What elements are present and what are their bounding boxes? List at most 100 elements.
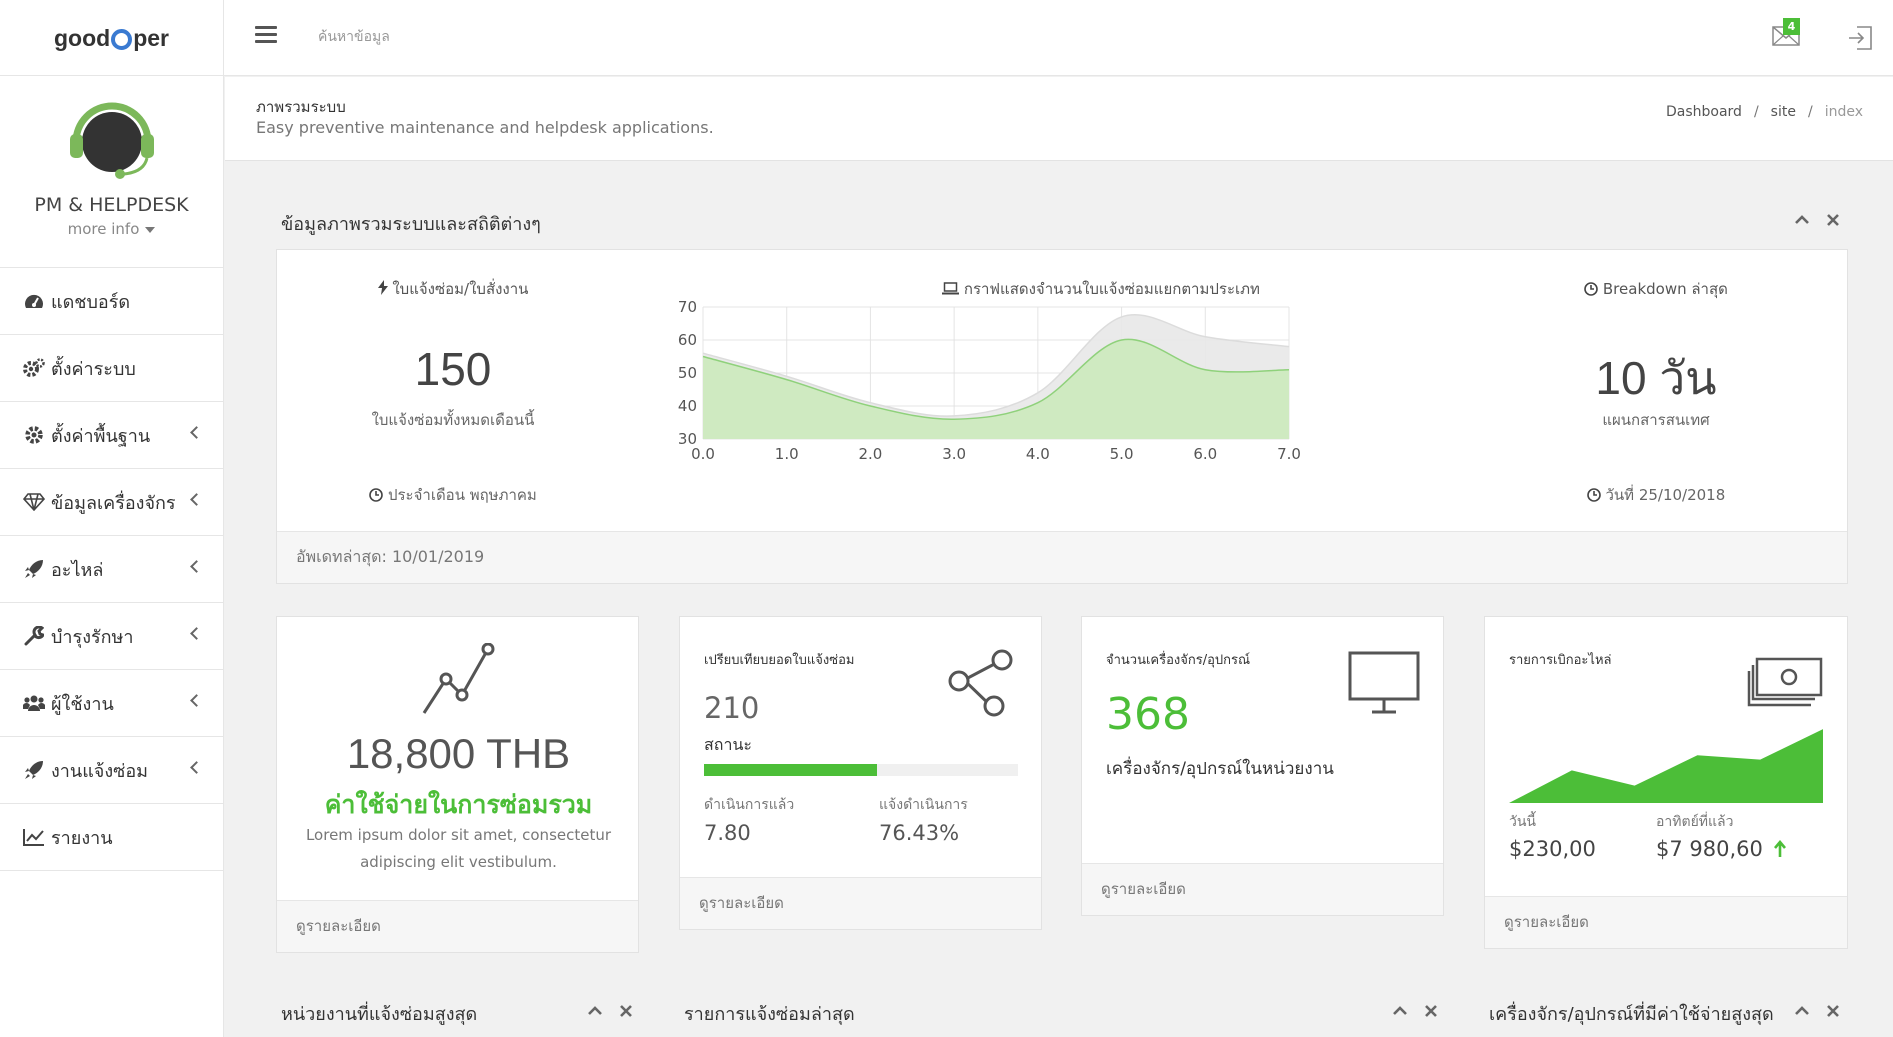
series-line-0	[702, 314, 1290, 417]
work-order-period-text: ประจำเดือน พฤษภาคม	[387, 486, 537, 504]
chevron-left-icon	[190, 493, 203, 506]
compare-value: 210	[704, 691, 760, 725]
gear-icon	[23, 425, 45, 445]
sidebar-item-dashboard[interactable]: แดชบอร์ด	[0, 268, 223, 335]
today-label: วันนี้	[1509, 814, 1537, 830]
breadcrumb-separator: /	[1753, 104, 1759, 120]
collapse-icon[interactable]	[1795, 1004, 1809, 1018]
collapse-icon[interactable]	[1795, 213, 1809, 227]
view-details-link[interactable]: ดูรายละเอียด	[1082, 863, 1443, 915]
sidebar-item-spare-parts[interactable]: อะไหล่	[0, 536, 223, 603]
logout-icon[interactable]	[1846, 24, 1874, 52]
compare-card: เปรียบเทียบยอดใบแจ้งซ่อม 210 สถานะ ดำเนิ…	[679, 616, 1042, 930]
overview-panel: ใบแจ้งซ่อม/ใบสั่งงาน 150 ใบแจ้งซ่อมทั้งห…	[276, 249, 1848, 584]
money-stack-icon	[1747, 657, 1823, 707]
app-logo[interactable]: good per	[54, 25, 169, 52]
close-icon[interactable]	[619, 1004, 633, 1018]
breadcrumb-current: index	[1824, 104, 1863, 120]
diamond-icon	[23, 492, 45, 512]
close-icon[interactable]	[1826, 1004, 1840, 1018]
work-order-label: ใบแจ้งซ่อม/ใบสั่งงาน	[303, 277, 603, 301]
logo-text-right: per	[133, 24, 169, 51]
sidebar-item-label: ตั้งค่าระบบ	[51, 358, 136, 380]
rocket-icon	[23, 559, 45, 579]
chevron-left-icon	[190, 761, 203, 774]
sidebar-item-users[interactable]: ผู้ใช้งาน	[0, 670, 223, 737]
arrow-up-icon	[1773, 839, 1786, 857]
sidebar-item-label: อะไหล่	[51, 559, 104, 581]
repair-type-area-chart: 30 40 50 60 70 0.0 1.0 2.0 3.0 4.0 5.0 6.0 7.0	[678, 298, 1301, 463]
sparkline-area	[1509, 729, 1823, 803]
machines-count: 368	[1106, 689, 1190, 740]
search-input[interactable]	[318, 22, 718, 52]
work-order-period: ประจำเดือน พฤษภาคม	[303, 483, 603, 507]
sidebar-item-label: บำรุงรักษา	[51, 626, 134, 648]
x-tick-label: 4.0	[1026, 445, 1050, 463]
sidebar-item-reports[interactable]: รายงาน	[0, 804, 223, 871]
status-progress-fill	[704, 764, 877, 776]
breakdown-days: 10 วัน	[1595, 352, 1717, 404]
sidebar-item-label: ข้อมูลเครื่องจักร	[51, 492, 176, 514]
monitor-icon	[1348, 651, 1420, 714]
close-icon[interactable]	[1826, 213, 1840, 227]
work-order-label-text: ใบแจ้งซ่อม/ใบสั่งงาน	[392, 280, 529, 298]
view-details-link[interactable]: ดูรายละเอียด	[277, 900, 638, 952]
helpdesk-avatar-icon	[69, 102, 154, 179]
cogs-icon	[23, 358, 45, 378]
breakdown-department: แผนกสารสนเทศ	[1602, 411, 1710, 429]
logo-text-left: good	[54, 24, 111, 51]
latest-repairs-title: รายการแจ้งซ่อมล่าสุด	[684, 1004, 855, 1025]
bolt-icon	[377, 280, 388, 295]
work-order-sub: ใบแจ้งซ่อมทั้งหมดเดือนนี้	[371, 411, 535, 429]
page-subtitle: Easy preventive maintenance and helpdesk…	[256, 118, 714, 137]
logo-container[interactable]: good per	[0, 0, 224, 76]
status-label: สถานะ	[704, 735, 752, 754]
menu-toggle-icon[interactable]	[255, 26, 277, 44]
breadcrumb-site-link[interactable]: site	[1770, 104, 1796, 120]
page-header: ภาพรวมระบบ Easy preventive maintenance a…	[225, 77, 1893, 161]
last-week-value-text: $7 980,60	[1656, 837, 1763, 861]
y-tick-label: 70	[678, 298, 697, 316]
chevron-left-icon	[190, 426, 203, 439]
more-info-toggle[interactable]: more info	[0, 220, 223, 238]
sidebar: PM & HELPDESK more info แดชบอร์ด ตั้งค่า…	[0, 76, 224, 1037]
view-details-link[interactable]: ดูรายละเอียด	[1485, 896, 1847, 948]
sidebar-item-repair-jobs[interactable]: งานแจ้งซ่อม	[0, 737, 223, 804]
sidebar-item-system-settings[interactable]: ตั้งค่าระบบ	[0, 335, 223, 402]
x-tick-label: 6.0	[1193, 445, 1217, 463]
sidebar-item-maintenance[interactable]: บำรุงรักษา	[0, 603, 223, 670]
series-area-1	[703, 339, 1289, 439]
clock-icon	[1584, 282, 1598, 296]
breakdown-date-text: วันที่ 25/10/2018	[1605, 486, 1726, 504]
overview-footer: อัพเดทล่าสุด: 10/01/2019	[277, 531, 1847, 583]
work-order-count: 150	[414, 343, 492, 395]
laptop-icon	[942, 282, 960, 295]
done-label: ดำเนินการแล้ว	[704, 797, 795, 813]
y-tick-label: 40	[678, 397, 697, 415]
breadcrumb-dashboard-link[interactable]: Dashboard	[1665, 104, 1742, 120]
mail-count-badge: 4	[1783, 18, 1800, 35]
chart-label-text: กราฟแสดงจำนวนใบแจ้งซ่อมแยกตามประเภท	[963, 280, 1260, 298]
compare-card-title: เปรียบเทียบยอดใบแจ้งซ่อม	[704, 653, 855, 668]
line-chart-icon	[23, 827, 45, 847]
last-week-label: อาทิตย์ที่แล้ว	[1656, 814, 1734, 830]
last-week-value: $7 980,60	[1656, 837, 1786, 861]
x-tick-label: 1.0	[775, 445, 799, 463]
chevron-left-icon	[190, 694, 203, 707]
parts-card: รายการเบิกอะไหล่ วันนี้ $230,00 อาทิตย์ท…	[1484, 616, 1848, 949]
trend-line-icon	[422, 643, 495, 714]
more-info-label: more info	[67, 220, 140, 238]
breadcrumb: Dashboard / site / index	[1662, 104, 1867, 120]
sidebar-item-machine-data[interactable]: ข้อมูลเครื่องจักร	[0, 469, 223, 536]
sidebar-item-basic-settings[interactable]: ตั้งค่าพื้นฐาน	[0, 402, 223, 469]
parts-card-title: รายการเบิกอะไหล่	[1509, 653, 1612, 668]
collapse-icon[interactable]	[588, 1004, 602, 1018]
collapse-icon[interactable]	[1393, 1004, 1407, 1018]
pending-label: แจ้งดำเนินการ	[879, 797, 968, 813]
wrench-icon	[23, 626, 45, 646]
view-details-link[interactable]: ดูรายละเอียด	[680, 877, 1041, 929]
status-progress-track	[704, 764, 1018, 776]
close-icon[interactable]	[1424, 1004, 1438, 1018]
sidebar-item-label: แดชบอร์ด	[51, 291, 131, 313]
machines-card: จำนวนเครื่องจักร/อุปกรณ์ 368 เครื่องจักร…	[1081, 616, 1444, 916]
